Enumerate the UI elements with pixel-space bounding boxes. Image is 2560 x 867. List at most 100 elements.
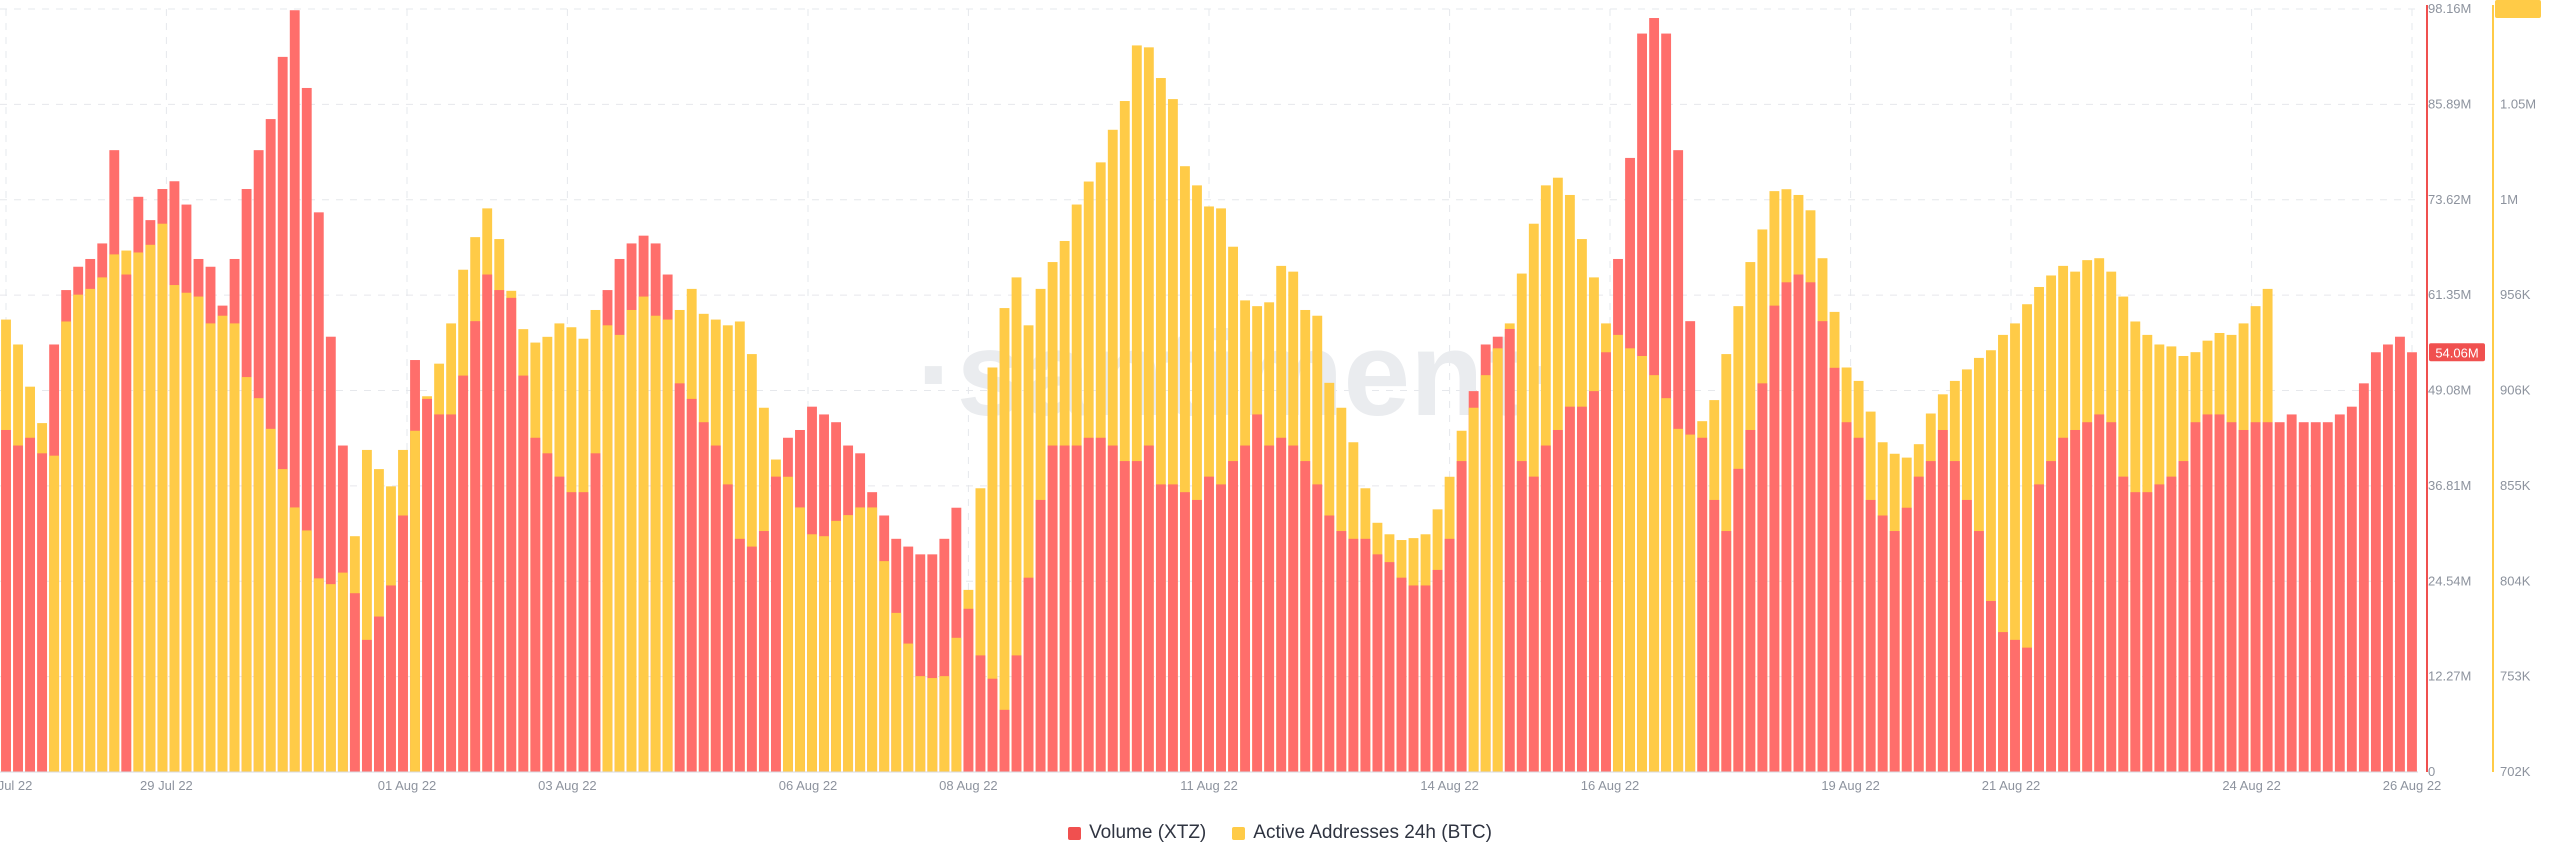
- active-addresses-bar: [145, 244, 156, 773]
- legend-swatch-active-addresses: [1232, 826, 1246, 840]
- volume-bar: [2395, 336, 2405, 772]
- active-addresses-bar: [1468, 407, 1479, 772]
- volume-bar: [1961, 499, 1972, 772]
- volume-bar: [1204, 476, 1214, 772]
- volume-bar: [1384, 562, 1395, 772]
- active-addresses-bar: [1023, 325, 1034, 772]
- volume-bar: [1011, 655, 1022, 772]
- volume-bar: [1757, 383, 1768, 772]
- volume-bar: [2094, 414, 2105, 772]
- right-tick-label: 1.05M: [2500, 96, 2536, 111]
- volume-bar: [2214, 414, 2225, 772]
- volume-bar: [2154, 484, 2165, 772]
- active-addresses-bar: [85, 288, 96, 772]
- active-addresses-bar: [229, 323, 240, 772]
- volume-bar: [1853, 437, 1864, 772]
- active-addresses-bar: [951, 637, 962, 772]
- volume-bar: [1071, 445, 1082, 772]
- active-addresses-bar: [915, 676, 926, 772]
- volume-bar: [1986, 600, 1996, 772]
- volume-bar: [1817, 321, 1828, 772]
- active-addresses-bar: [157, 223, 168, 772]
- volume-bar: [1456, 461, 1467, 772]
- active-addresses-bar: [626, 309, 637, 772]
- active-addresses-bar: [109, 254, 120, 772]
- active-addresses-bar: [903, 643, 914, 772]
- volume-bar: [1697, 437, 1708, 772]
- volume-bar: [1564, 406, 1575, 772]
- active-addresses-bar: [614, 334, 625, 772]
- active-addresses-bar: [1011, 277, 1022, 772]
- volume-bar: [1901, 507, 1912, 772]
- volume-bar: [1998, 632, 2008, 772]
- volume-bar: [1889, 531, 1900, 772]
- active-addresses-bar: [277, 469, 288, 772]
- active-addresses-bar: [987, 367, 998, 772]
- active-addresses-bar: [1998, 334, 2008, 772]
- volume-bar: [698, 422, 709, 772]
- volume-bar: [1973, 531, 1984, 772]
- volume-bar: [2250, 422, 2261, 772]
- active-addresses-bar: [1649, 375, 1660, 772]
- volume-bar: [1444, 538, 1455, 772]
- active-addresses-bar: [1155, 78, 1166, 772]
- right-tick-label: 702K: [2500, 764, 2531, 779]
- active-addresses-bar: [133, 252, 144, 773]
- volume-bar: [927, 554, 938, 772]
- volume-bar: [530, 437, 541, 772]
- active-addresses-bar: [867, 507, 878, 772]
- x-tick-label: 21 Aug 22: [1982, 778, 2041, 793]
- active-addresses-bar: [217, 315, 228, 772]
- active-addresses-bar: [49, 455, 60, 772]
- volume-bar: [1059, 445, 1070, 772]
- volume-bar: [1143, 445, 1154, 772]
- x-tick-label: 26 Aug 22: [2383, 778, 2442, 793]
- right-tick-label: 855K: [2500, 478, 2531, 493]
- active-addresses-bar: [361, 449, 372, 772]
- volume-bar: [37, 453, 48, 772]
- volume-bar: [987, 678, 998, 772]
- volume-bar: [2022, 647, 2032, 772]
- volume-bar: [963, 608, 974, 772]
- volume-bar: [2082, 422, 2093, 772]
- active-addresses-bar: [1180, 166, 1190, 772]
- active-addresses-bar: [638, 296, 649, 772]
- volume-bar: [1, 429, 11, 772]
- x-tick-label: 19 Aug 22: [1821, 778, 1880, 793]
- volume-bar: [1252, 414, 1263, 772]
- volume-bar: [2034, 484, 2044, 772]
- volume-bar: [2298, 422, 2309, 772]
- volume-bar: [1937, 429, 1948, 772]
- active-addresses-bar: [1613, 334, 1623, 772]
- volume-bar: [1793, 274, 1804, 772]
- volume-bar: [2130, 492, 2141, 772]
- volume-bar: [2166, 476, 2177, 772]
- volume-bar: [2334, 414, 2345, 772]
- volume-bar: [1769, 305, 1780, 772]
- volume-bar: [2106, 422, 2117, 772]
- volume-bar: [1131, 461, 1142, 772]
- active-addresses-bar: [313, 578, 324, 772]
- active-addresses-bar: [1625, 348, 1635, 772]
- right-tick-label: 1M: [2500, 192, 2518, 207]
- legend-item-volume[interactable]: Volume (XTZ): [1068, 822, 1206, 844]
- active-addresses-bar: [1492, 348, 1503, 772]
- active-addresses-bar: [855, 507, 866, 772]
- volume-bar: [289, 10, 300, 773]
- volume-bar: [1540, 445, 1551, 772]
- legend-item-active-addresses[interactable]: Active Addresses 24h (BTC): [1232, 822, 1492, 844]
- volume-bar: [1336, 531, 1347, 772]
- active-addresses-bar: [61, 321, 72, 772]
- left-axis: 98.16M 85.89M 73.62M 61.35M 49.08M 36.81M 24.5…: [2426, 1, 2471, 779]
- active-addresses-bar: [602, 325, 613, 772]
- volume-bar: [1841, 422, 1852, 772]
- current-value-badges: 54.06M 927K: [2429, 0, 2541, 362]
- volume-bar: [554, 476, 565, 772]
- x-tick-label: 27 Jul 22: [0, 778, 32, 793]
- volume-bar: [386, 585, 396, 772]
- active-addresses-bar: [662, 319, 673, 772]
- volume-bar: [349, 593, 360, 772]
- x-tick-label: 29 Jul 22: [140, 778, 193, 793]
- volume-bar: [494, 290, 505, 772]
